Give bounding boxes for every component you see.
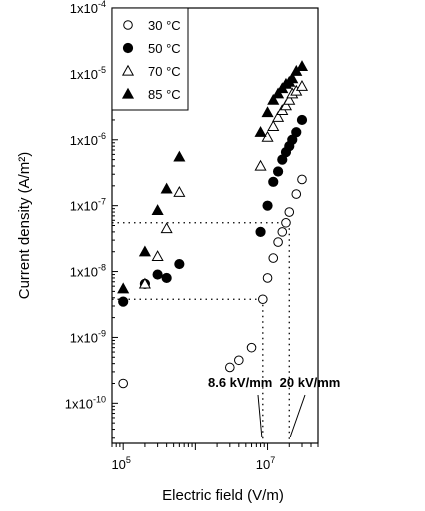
annotation-pointer: [289, 394, 306, 438]
series-1: [118, 174, 307, 389]
data-point: [295, 60, 309, 72]
data-point: [255, 226, 266, 237]
legend-label: 50 °C: [148, 41, 181, 56]
data-point: [291, 127, 302, 138]
data-point: [296, 114, 308, 126]
annotation-pointer: [257, 394, 263, 438]
data-point: [138, 245, 151, 257]
series-2: [118, 114, 308, 307]
plot-frame: [111, 7, 319, 444]
data-point: [173, 150, 186, 162]
data-point: [283, 93, 296, 105]
annotation-20-kv: 20 kV/mm: [280, 375, 341, 390]
y-axis-title: Current density (A/m²): [16, 152, 33, 300]
data-point: [272, 87, 285, 99]
data-point: [267, 93, 280, 105]
y-tick-label: 1x10-6: [70, 131, 106, 148]
data-point: [272, 110, 285, 122]
series-3: [138, 79, 309, 289]
legend: 30 °C 50 °C 70 °C 85 °C: [111, 7, 189, 111]
data-point: [268, 253, 279, 263]
y-tick-label: 1x10-5: [70, 65, 106, 82]
annotation-8-6-kv: 8.6 kV/mm: [208, 375, 272, 390]
annotations: 8.6 kV/mm 20 kV/mm: [208, 375, 341, 438]
legend-marker: [123, 20, 133, 30]
data-point: [254, 159, 267, 171]
y-axis-ticks: 1x10-4 1x10-5 1x10-6 1x10-7 1x10-8 1x10-9 1x10…: [65, 0, 118, 439]
data-point: [118, 296, 129, 307]
data-point: [160, 182, 173, 194]
data-point: [151, 250, 164, 262]
data-point: [117, 282, 130, 294]
data-point: [279, 99, 293, 111]
data-point: [286, 72, 299, 84]
y-tick-label: 1x10-8: [70, 263, 106, 280]
data-point: [295, 79, 309, 91]
data-point: [138, 277, 151, 289]
data-point: [262, 200, 273, 211]
data-point: [297, 174, 307, 185]
data-point: [268, 176, 279, 187]
data-point: [254, 126, 267, 137]
data-point: [291, 189, 302, 199]
x-tick-label: 105: [111, 455, 130, 472]
data-point: [234, 355, 244, 366]
data-point: [118, 378, 128, 389]
series-4: [117, 60, 309, 294]
legend-marker: [122, 42, 134, 54]
legend-label: 30 °C: [148, 18, 181, 33]
data-point: [267, 120, 280, 131]
data-point: [284, 207, 295, 217]
data-point: [258, 294, 268, 305]
data-point: [273, 237, 283, 247]
reference-lines: [112, 222, 290, 443]
y-tick-label: 1x10-9: [70, 328, 106, 345]
data-point: [160, 222, 173, 234]
data-point: [173, 185, 186, 197]
data-point: [277, 227, 288, 237]
data-point: [174, 258, 185, 270]
x-axis-ticks: 105 107: [111, 443, 319, 472]
legend-label: 85 °C: [148, 87, 181, 102]
data-point: [225, 362, 235, 373]
data-point: [281, 217, 291, 228]
x-axis-title: Electric field (V/m): [162, 487, 284, 504]
x-tick-label: 107: [256, 455, 275, 472]
data-point: [152, 269, 163, 280]
legend-label: 70 °C: [148, 64, 181, 79]
data-point: [262, 273, 273, 283]
data-point: [246, 342, 257, 353]
data-points: [117, 60, 309, 389]
data-point: [151, 204, 164, 215]
legend-marker: [121, 64, 135, 76]
data-point: [261, 106, 274, 118]
y-tick-label: 1x10-4: [70, 0, 106, 16]
legend-marker: [121, 87, 135, 99]
data-point: [272, 166, 284, 177]
y-tick-label: 1x10-7: [70, 197, 106, 214]
data-point: [161, 272, 172, 284]
y-tick-label: 1x10-10: [65, 394, 106, 411]
